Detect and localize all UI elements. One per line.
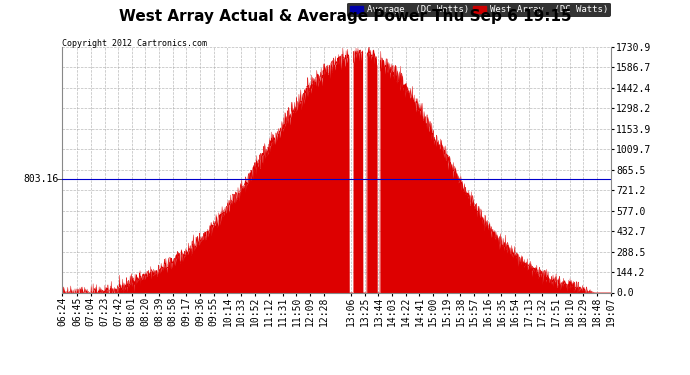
Text: Copyright 2012 Cartronics.com: Copyright 2012 Cartronics.com — [62, 39, 207, 48]
Text: 803.16: 803.16 — [23, 174, 59, 183]
Text: West Array Actual & Average Power Thu Sep 6 19:15: West Array Actual & Average Power Thu Se… — [119, 9, 571, 24]
Legend: Average  (DC Watts), West Array  (DC Watts): Average (DC Watts), West Array (DC Watts… — [347, 3, 611, 17]
